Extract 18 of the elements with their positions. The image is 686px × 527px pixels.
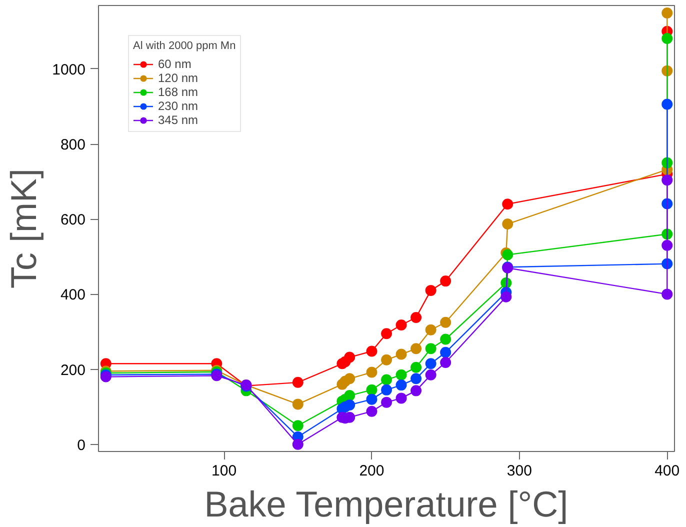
y-tick-label: 1000 xyxy=(52,61,86,78)
legend-label: 230 nm xyxy=(158,99,198,113)
y-tick-label: 800 xyxy=(60,136,86,154)
x-axis-title: Bake Temperature [°C] xyxy=(204,484,568,524)
y-tick-label: 600 xyxy=(60,212,86,229)
x-tick-label: 300 xyxy=(506,462,532,480)
legend-label: 345 nm xyxy=(158,113,198,127)
y-axis-title: Tc [mK] xyxy=(3,168,44,289)
x-tick-label: 200 xyxy=(359,462,384,480)
legend-label: 168 nm xyxy=(158,85,198,99)
y-tick-label: 400 xyxy=(60,286,86,304)
x-tick-label: 100 xyxy=(212,462,237,480)
x-tick-label: 400 xyxy=(654,462,680,480)
legend-label: 60 nm xyxy=(158,57,192,71)
legend-label: 120 nm xyxy=(158,71,198,85)
y-tick-label: 0 xyxy=(77,436,86,454)
legend-title: Al with 2000 ppm Mn xyxy=(133,40,236,52)
y-tick-label: 200 xyxy=(60,362,86,379)
